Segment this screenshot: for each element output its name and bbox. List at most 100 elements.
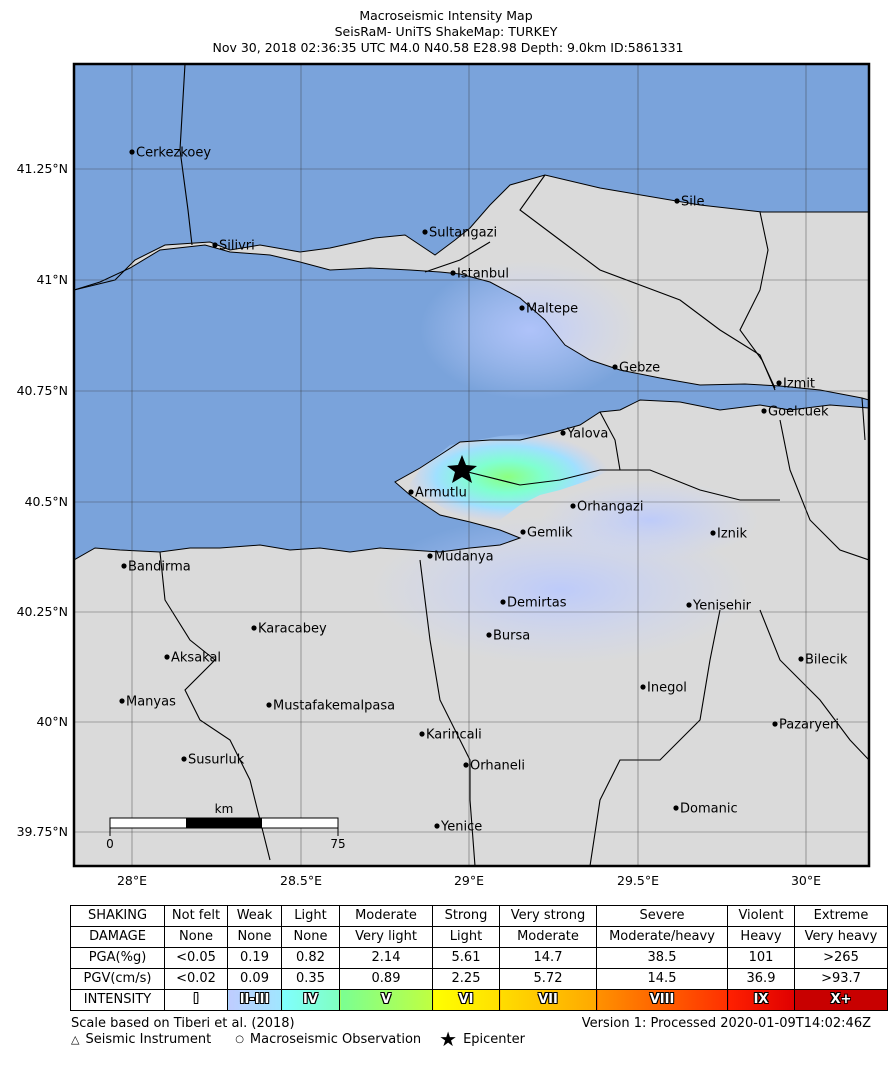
legend-cell: 14.5 [596, 968, 728, 990]
city-dot-icon [486, 632, 492, 638]
city-label: Mustafakemalpasa [273, 699, 395, 714]
legend-row-label: PGA(%g) [70, 947, 165, 969]
legend-cell: Not felt [164, 905, 228, 927]
legend-cell: 0.89 [339, 968, 433, 990]
city-label: Mudanya [434, 550, 494, 565]
city-dot-icon [434, 823, 440, 829]
legend-cell: Light [281, 905, 340, 927]
city-label: Izmit [783, 377, 815, 392]
legend-row: PGA(%g) <0.05 0.19 0.82 2.14 5.61 14.7 38.5 101 >… [70, 947, 888, 969]
city-label: Demirtas [507, 596, 567, 611]
map-frame [72, 62, 871, 868]
legend-cell: 5.72 [499, 968, 597, 990]
city-label: Iznik [717, 527, 748, 542]
city-label: Cerkezkoey [136, 146, 211, 161]
intensity-color-cell: VIII [596, 989, 728, 1011]
legend-row-label: INTENSITY [70, 989, 165, 1011]
city-dot-icon [129, 149, 135, 155]
city-dot-icon [408, 489, 414, 495]
triangle-icon: △ [71, 1032, 80, 1046]
city-dot-icon [772, 721, 778, 727]
city-dot-icon [710, 530, 716, 536]
legend-cell: None [164, 926, 228, 948]
graticule [74, 64, 869, 866]
scale-note: Scale based on Tiberi et al. (2018) [71, 1016, 295, 1031]
scale-end: 75 [330, 837, 345, 851]
city-dot-icon [422, 229, 428, 235]
city-dot-icon [674, 198, 680, 204]
legend-cell: Extreme [794, 905, 888, 927]
city-markers: Cerkezkoey Silivri Sultangazi Istanbul Sile M… [119, 146, 848, 835]
intensity-color-cell: VI [432, 989, 500, 1011]
city-label: Bandirma [128, 560, 191, 575]
legend-cell: Very strong [499, 905, 597, 927]
legend-cell: Weak [227, 905, 282, 927]
legend-cell: Heavy [727, 926, 795, 948]
instrument-key-label: Seismic Instrument [85, 1031, 212, 1047]
intensity-color-cell: I [164, 989, 228, 1011]
intensity-legend-table: SHAKING Not felt Weak Light Moderate Strong Ve… [70, 905, 888, 1011]
scale-bar: km 0 75 [106, 802, 345, 851]
city-dot-icon [640, 684, 646, 690]
city-label: Istanbul [457, 267, 509, 282]
star-icon: ★ [439, 1027, 458, 1051]
legend-row: SHAKING Not felt Weak Light Moderate Strong Ve… [70, 905, 888, 927]
city-dot-icon [450, 270, 456, 276]
legend-cell: 14.7 [499, 947, 597, 969]
lat-tick-label: 40.25°N [17, 604, 68, 619]
map-subtitle: SeisRaM- UniTS ShakeMap: TURKEY [334, 24, 558, 39]
version-note: Version 1: Processed 2020-01-09T14:02:46… [581, 1016, 871, 1031]
city-label: Bilecik [805, 653, 848, 668]
legend-cell: <0.05 [164, 947, 228, 969]
black-sea [74, 64, 869, 290]
macro-key-label: Macroseismic Observation [249, 1031, 422, 1047]
city-dot-icon [761, 408, 767, 414]
intensity-color-cell: II-III [227, 989, 282, 1011]
city-label: Armutlu [415, 486, 467, 501]
city-label: Orhaneli [470, 759, 525, 774]
city-dot-icon [121, 563, 127, 569]
legend-cell: >93.7 [794, 968, 888, 990]
city-label: Silivri [219, 239, 255, 254]
lat-tick-label: 40.75°N [17, 383, 68, 398]
scale-start: 0 [106, 837, 114, 851]
city-dot-icon [560, 430, 566, 436]
city-label: Orhangazi [577, 500, 643, 515]
legend-cell: 101 [727, 947, 795, 969]
city-label: Sile [681, 195, 704, 210]
city-label: Pazaryeri [779, 718, 839, 733]
legend-cell: 0.19 [227, 947, 282, 969]
city-label: Gebze [619, 361, 660, 376]
city-dot-icon [519, 305, 525, 311]
sea-of-marmara [74, 245, 869, 560]
city-dot-icon [776, 380, 782, 386]
latitude-labels: 41.25°N 41°N 40.75°N 40.5°N 40.25°N 40°N… [17, 161, 68, 839]
event-info: Nov 30, 2018 02:36:35 UTC M4.0 N40.58 E2… [208, 40, 684, 55]
city-dot-icon [266, 702, 272, 708]
intensity-color-cell: IX [727, 989, 795, 1011]
scale-unit: km [215, 802, 234, 816]
city-label: Susurluk [188, 753, 245, 768]
legend-cell: 38.5 [596, 947, 728, 969]
city-dot-icon [673, 805, 679, 811]
lon-tick-label: 29°E [454, 873, 484, 888]
city-label: Gemlik [527, 526, 573, 541]
legend-row-label: SHAKING [70, 905, 165, 927]
lat-tick-label: 39.75°N [17, 824, 68, 839]
lat-tick-label: 40.5°N [25, 494, 68, 509]
symbol-key: △ Seismic Instrument ○ Macroseismic Obse… [71, 1027, 525, 1051]
intensity-color-cell: VII [499, 989, 597, 1011]
intensity-map: Cerkezkoey Silivri Sultangazi Istanbul Sile M… [17, 62, 871, 888]
lon-tick-label: 28.5°E [280, 873, 322, 888]
legend-cell: 0.82 [281, 947, 340, 969]
city-label: Goelcuek [768, 405, 829, 420]
legend-cell: 2.25 [432, 968, 500, 990]
legend-cell: <0.02 [164, 968, 228, 990]
intensity-ii-iii-zone-east [540, 480, 760, 560]
map-title: Macroseismic Intensity Map [359, 8, 533, 23]
map-area: Cerkezkoey Silivri Sultangazi Istanbul Sile M… [74, 64, 869, 866]
city-label: Inegol [647, 681, 687, 696]
intensity-iv-zone [405, 432, 610, 522]
intensity-color-cell: X+ [794, 989, 888, 1011]
legend-cell: 0.35 [281, 968, 340, 990]
